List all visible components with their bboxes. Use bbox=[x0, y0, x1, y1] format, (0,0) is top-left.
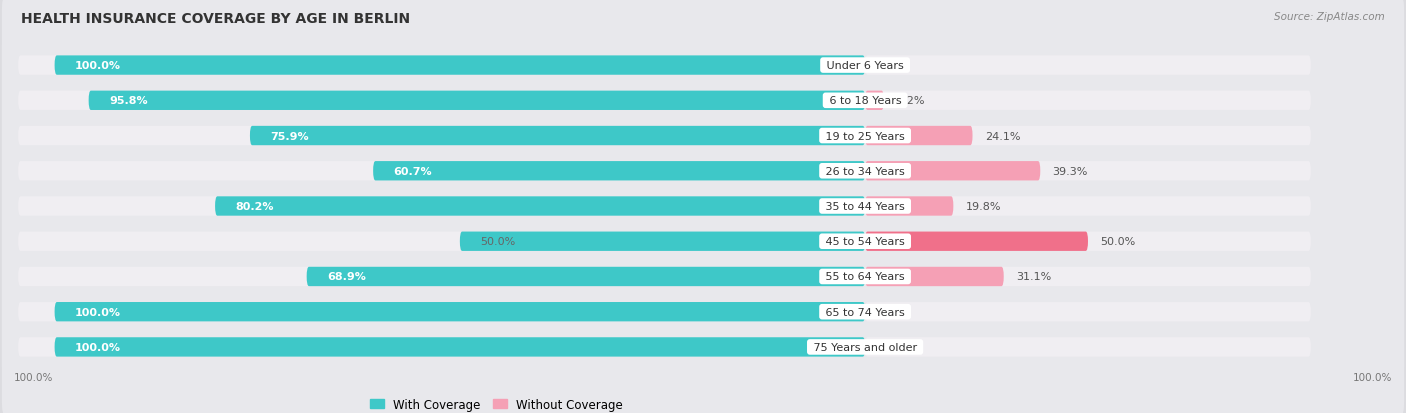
FancyBboxPatch shape bbox=[18, 91, 860, 111]
FancyBboxPatch shape bbox=[307, 267, 865, 287]
Text: 80.2%: 80.2% bbox=[235, 202, 274, 211]
Text: 100.0%: 100.0% bbox=[75, 307, 121, 317]
Text: 100.0%: 100.0% bbox=[14, 372, 53, 382]
Legend: With Coverage, Without Coverage: With Coverage, Without Coverage bbox=[366, 393, 627, 413]
FancyBboxPatch shape bbox=[55, 302, 865, 322]
Text: 100.0%: 100.0% bbox=[75, 61, 121, 71]
FancyBboxPatch shape bbox=[18, 197, 860, 216]
FancyBboxPatch shape bbox=[1, 208, 1405, 345]
Text: 6 to 18 Years: 6 to 18 Years bbox=[825, 96, 904, 106]
FancyBboxPatch shape bbox=[865, 267, 1310, 287]
Text: 75 Years and older: 75 Years and older bbox=[810, 342, 921, 352]
FancyBboxPatch shape bbox=[1, 68, 1405, 205]
FancyBboxPatch shape bbox=[865, 161, 1310, 181]
FancyBboxPatch shape bbox=[89, 91, 865, 111]
FancyBboxPatch shape bbox=[865, 337, 1310, 357]
Text: 35 to 44 Years: 35 to 44 Years bbox=[823, 202, 908, 211]
FancyBboxPatch shape bbox=[865, 232, 1088, 252]
FancyBboxPatch shape bbox=[1, 103, 1405, 240]
FancyBboxPatch shape bbox=[865, 302, 1310, 322]
Text: 65 to 74 Years: 65 to 74 Years bbox=[823, 307, 908, 317]
FancyBboxPatch shape bbox=[865, 197, 953, 216]
Text: 60.7%: 60.7% bbox=[394, 166, 432, 176]
FancyBboxPatch shape bbox=[1, 243, 1405, 380]
FancyBboxPatch shape bbox=[18, 161, 860, 181]
FancyBboxPatch shape bbox=[18, 302, 860, 322]
FancyBboxPatch shape bbox=[55, 337, 865, 357]
Text: 95.8%: 95.8% bbox=[108, 96, 148, 106]
Text: 0.0%: 0.0% bbox=[877, 307, 905, 317]
Text: 0.0%: 0.0% bbox=[877, 61, 905, 71]
FancyBboxPatch shape bbox=[215, 197, 865, 216]
Text: 50.0%: 50.0% bbox=[1099, 237, 1136, 247]
Text: Source: ZipAtlas.com: Source: ZipAtlas.com bbox=[1274, 12, 1385, 22]
Text: 50.0%: 50.0% bbox=[479, 237, 516, 247]
FancyBboxPatch shape bbox=[460, 232, 865, 252]
Text: 55 to 64 Years: 55 to 64 Years bbox=[823, 272, 908, 282]
FancyBboxPatch shape bbox=[18, 56, 860, 76]
Text: 4.2%: 4.2% bbox=[896, 96, 925, 106]
FancyBboxPatch shape bbox=[55, 56, 865, 76]
FancyBboxPatch shape bbox=[18, 267, 860, 287]
Text: 19.8%: 19.8% bbox=[966, 202, 1001, 211]
FancyBboxPatch shape bbox=[865, 56, 1310, 76]
FancyBboxPatch shape bbox=[865, 91, 1310, 111]
FancyBboxPatch shape bbox=[1, 0, 1405, 135]
Text: 24.1%: 24.1% bbox=[984, 131, 1021, 141]
Text: 100.0%: 100.0% bbox=[1353, 372, 1392, 382]
FancyBboxPatch shape bbox=[18, 337, 860, 357]
Text: 0.0%: 0.0% bbox=[877, 342, 905, 352]
FancyBboxPatch shape bbox=[865, 91, 884, 111]
FancyBboxPatch shape bbox=[865, 232, 1310, 252]
FancyBboxPatch shape bbox=[373, 161, 865, 181]
FancyBboxPatch shape bbox=[1, 138, 1405, 275]
FancyBboxPatch shape bbox=[865, 267, 1004, 287]
FancyBboxPatch shape bbox=[1, 278, 1405, 413]
Text: 45 to 54 Years: 45 to 54 Years bbox=[823, 237, 908, 247]
Text: 75.9%: 75.9% bbox=[270, 131, 309, 141]
FancyBboxPatch shape bbox=[18, 232, 860, 252]
Text: 68.9%: 68.9% bbox=[328, 272, 366, 282]
Text: 19 to 25 Years: 19 to 25 Years bbox=[823, 131, 908, 141]
FancyBboxPatch shape bbox=[250, 126, 865, 146]
FancyBboxPatch shape bbox=[865, 161, 1040, 181]
FancyBboxPatch shape bbox=[865, 126, 1310, 146]
Text: 100.0%: 100.0% bbox=[75, 342, 121, 352]
FancyBboxPatch shape bbox=[865, 126, 973, 146]
Text: Under 6 Years: Under 6 Years bbox=[823, 61, 907, 71]
Text: 26 to 34 Years: 26 to 34 Years bbox=[823, 166, 908, 176]
Text: HEALTH INSURANCE COVERAGE BY AGE IN BERLIN: HEALTH INSURANCE COVERAGE BY AGE IN BERL… bbox=[21, 12, 411, 26]
Text: 39.3%: 39.3% bbox=[1053, 166, 1088, 176]
FancyBboxPatch shape bbox=[1, 33, 1405, 170]
FancyBboxPatch shape bbox=[1, 173, 1405, 310]
Text: 31.1%: 31.1% bbox=[1017, 272, 1052, 282]
FancyBboxPatch shape bbox=[18, 126, 860, 146]
FancyBboxPatch shape bbox=[865, 197, 1310, 216]
